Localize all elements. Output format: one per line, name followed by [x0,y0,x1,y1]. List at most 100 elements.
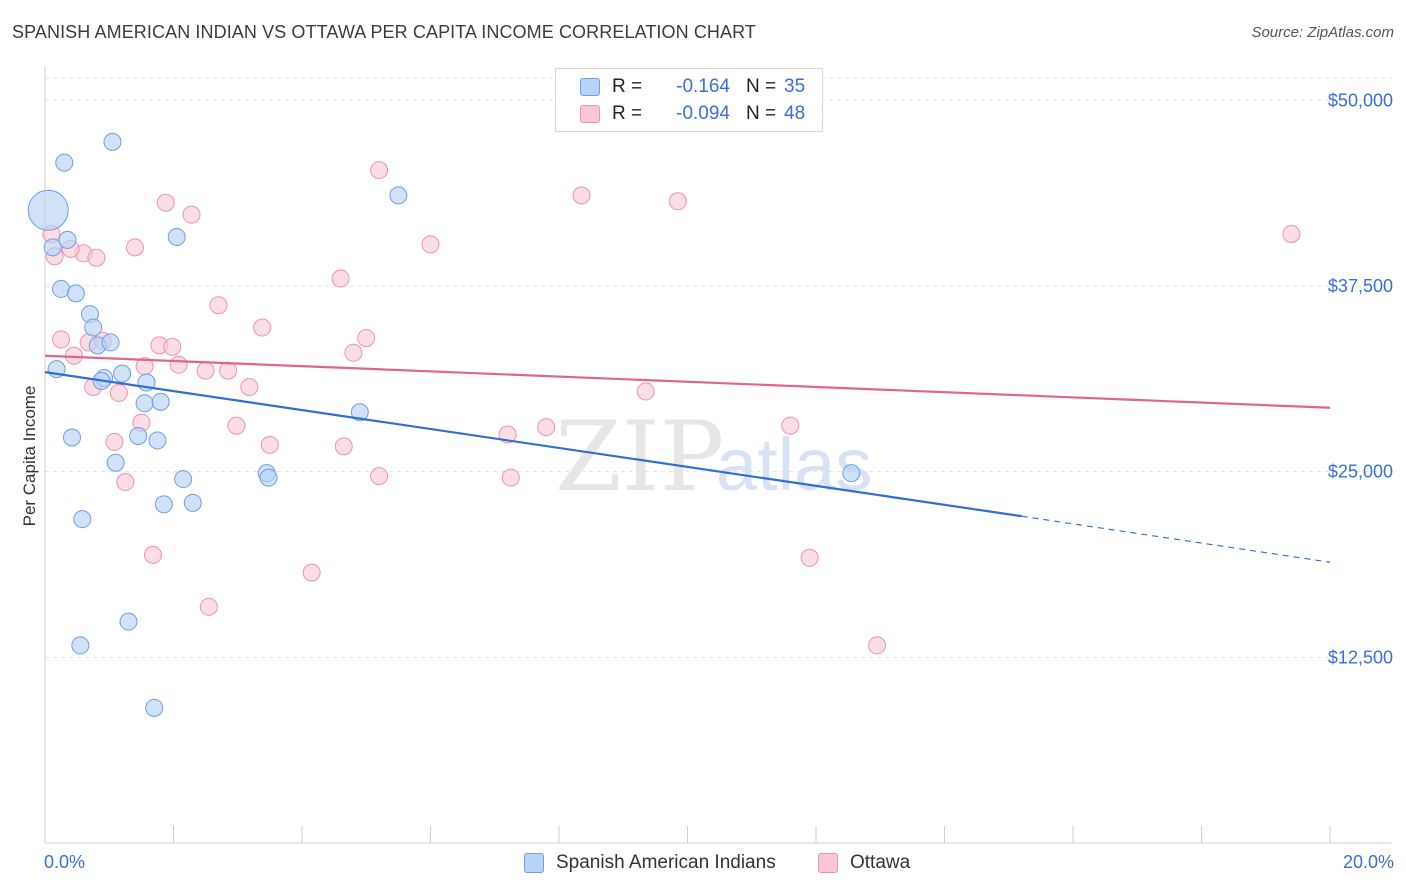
spanish-american-indians-point [167,227,186,246]
spanish-trend-extension [1021,515,1331,563]
spanish-american-indians-point [148,431,167,450]
legend-r-value: -0.094 [676,103,730,124]
ottawa-point [1282,224,1301,243]
legend-item-label: Ottawa [850,852,911,873]
ottawa-point [199,597,218,616]
spanish-american-indians-point [101,333,120,352]
ottawa-point [227,416,246,435]
ottawa-point [209,296,228,315]
ottawa-point [182,205,201,224]
ottawa-point [357,328,376,347]
correlation-legend: R = -0.164 N = 35 R = -0.094 N = 48 [555,68,823,132]
y-tick-label: $12,500 [1328,647,1393,667]
ottawa-point [240,377,259,396]
y-tick-label: $25,000 [1328,462,1393,482]
spanish-american-indians-point [27,189,69,231]
legend-swatch-blue [524,853,544,873]
ottawa-point [169,355,188,374]
ottawa-point [219,361,238,380]
spanish-american-indians-point [73,510,92,529]
ottawa-point [163,337,182,356]
spanish-american-indians-point [135,394,154,413]
legend-n-label: N = [746,76,777,97]
spanish-american-indians-point [183,493,202,512]
legend-item-spanish: Spanish American Indians [524,852,776,874]
source-label: Source: ZipAtlas.com [1251,24,1394,41]
ottawa-point [331,269,350,288]
spanish-american-indians-point [84,318,103,337]
ottawa-point [800,548,819,567]
legend-r-label: R = [612,76,643,97]
y-tick-label: $50,000 [1328,90,1393,110]
ottawa-point [344,343,363,362]
ottawa-point [370,467,389,486]
legend-item-ottawa: Ottawa [818,852,910,874]
legend-row-spanish: R = -0.164 N = 35 [580,74,805,100]
y-tick-label: $37,500 [1328,276,1393,296]
ottawa-point [537,418,556,437]
ottawa-point [52,330,71,349]
y-tick-labels: $12,500 $25,000 $37,500 $50,000 [1328,90,1393,667]
ottawa-point [572,186,591,205]
legend-item-label: Spanish American Indians [556,852,776,873]
ottawa-point [87,248,106,267]
ottawa-point [868,636,887,655]
ottawa-point [781,416,800,435]
ottawa-point [156,193,175,212]
trend-lines [44,354,1331,563]
ottawa-point [253,318,272,337]
grid-lines [45,77,1392,658]
legend-swatch-blue [580,78,600,96]
spanish-american-indians-point [842,464,861,483]
chart-title: SPANISH AMERICAN INDIAN VS OTTAWA PER CA… [12,22,757,42]
legend-row-ottawa: R = -0.094 N = 48 [580,101,805,127]
spanish-american-indians-point [58,230,77,249]
legend-r-label: R = [612,103,643,124]
legend-swatch-pink [818,853,838,873]
legend-n-label: N = [746,103,777,124]
ottawa-trend-line [44,354,1331,409]
spanish-american-indians-point [151,392,170,411]
ottawa-point [143,545,162,564]
spanish-american-indians-point [66,284,85,303]
spanish-american-indians-point [119,612,138,631]
spanish-american-indians-points [27,132,861,717]
ottawa-point [370,161,389,180]
spanish-american-indians-point [113,364,132,383]
spanish-trend-line [44,371,1022,518]
spanish-american-indians-point [389,186,408,205]
spanish-american-indians-point [106,453,125,472]
ottawa-point [421,235,440,254]
spanish-american-indians-point [103,132,122,151]
ottawa-point [116,473,135,492]
spanish-american-indians-point [129,426,148,445]
spanish-american-indians-point [154,495,173,514]
spanish-american-indians-point [71,636,90,655]
spanish-american-indians-point [55,153,74,172]
spanish-american-indians-point [43,238,62,257]
spanish-american-indians-point [62,428,81,447]
ottawa-point [196,361,215,380]
ottawa-point [501,468,520,487]
watermark-zip: ZIP [555,401,724,513]
spanish-american-indians-point [174,470,193,489]
ottawa-point [125,238,144,257]
legend-r-value: -0.164 [676,76,730,97]
x-tick-max: 20.0% [1342,852,1394,872]
series-legend: Spanish American Indians Ottawa [0,852,1406,878]
ottawa-point [668,192,687,211]
ottawa-point [260,435,279,454]
ottawa-point [302,563,321,582]
watermark-atlas: atlas [716,423,872,506]
x-tick-min: 0.0% [44,852,86,872]
ottawa-point [109,383,128,402]
ottawa-point [636,382,655,401]
legend-n-value: 35 [784,76,806,97]
spanish-american-indians-point [145,698,164,717]
spanish-american-indians-point [259,468,278,487]
legend-swatch-pink [580,105,600,123]
y-axis-label: Per Capita Income [20,385,39,527]
spanish-american-indians-point [350,403,369,422]
legend-n-value: 48 [784,103,806,124]
ottawa-points [42,161,1301,655]
